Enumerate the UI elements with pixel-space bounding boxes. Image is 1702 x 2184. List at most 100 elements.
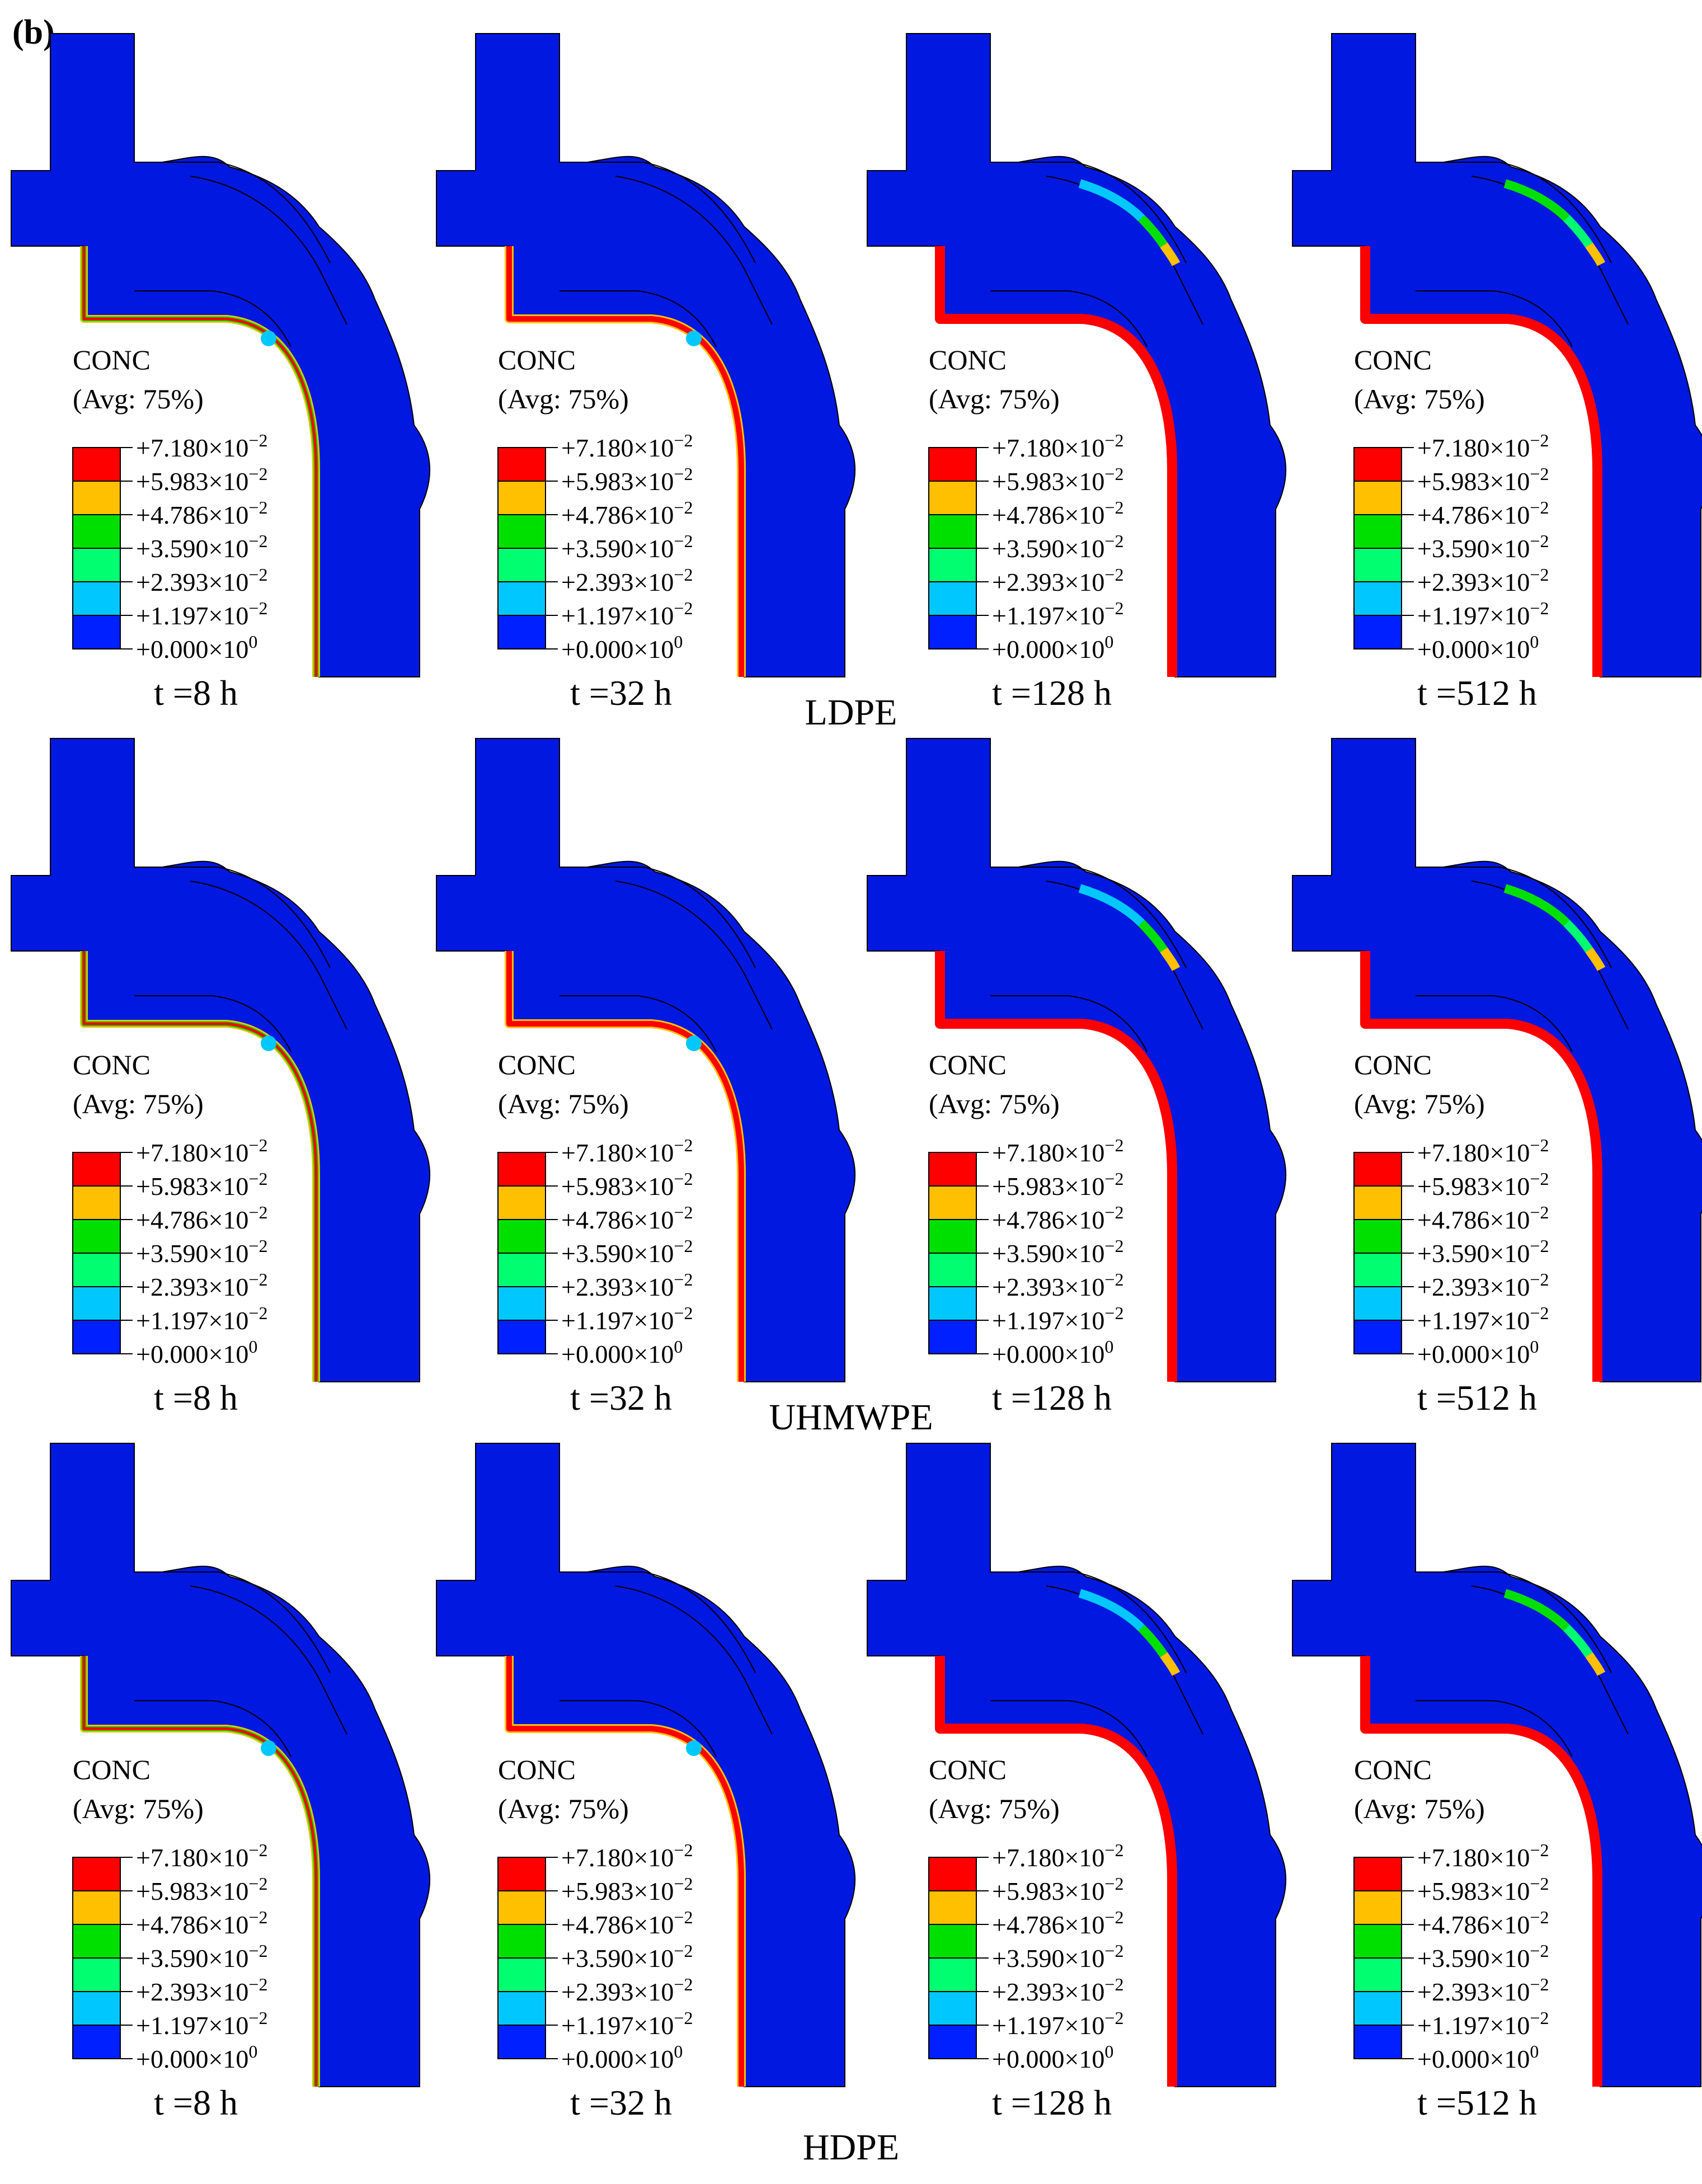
legend-tick-label: +4.786×10−2: [561, 1907, 693, 1939]
seam-line: [134, 995, 291, 1052]
legend-tick-label: +2.393×10−2: [992, 1269, 1123, 1301]
legend-swatch: [72, 2025, 121, 2059]
concentration-arc: [1138, 920, 1168, 953]
legend-tick-label: +1.197×10−2: [136, 1303, 267, 1335]
concentration-spot: [686, 1740, 702, 1756]
legend-tick-label: +2.393×10−2: [1417, 564, 1549, 596]
legend-tick-label: +2.393×10−2: [136, 1974, 267, 2006]
concentration-arc: [1138, 1625, 1168, 1658]
contour-panel: CONC (Avg: 75%) +7.180×10−2+5.983×10−2+4.7…: [436, 1443, 856, 2122]
concentration-band: [935, 246, 1177, 677]
seam-line: [1416, 995, 1573, 1052]
legend-variable: CONC: [498, 1754, 576, 1785]
contour-panel: CONC (Avg: 75%) +7.180×10−2+5.983×10−2+4.7…: [1292, 1443, 1702, 2122]
time-label: t =512 h: [1417, 2083, 1537, 2122]
legend-tick-label: +4.786×10−2: [1417, 497, 1549, 529]
legend-variable: CONC: [498, 344, 576, 375]
legend-swatch: [1353, 1152, 1402, 1187]
contour-panel: CONC (Avg: 75%) +7.180×10−2+5.983×10−2+4.7…: [867, 33, 1287, 713]
seam-line: [990, 1700, 1148, 1757]
legend-tick-label: +5.983×10−2: [561, 464, 693, 496]
legend-tick-label: +2.393×10−2: [1417, 1974, 1549, 2006]
legend-swatch: [928, 514, 977, 549]
legend-swatch: [1353, 1286, 1402, 1321]
seam-line: [990, 995, 1148, 1052]
seam-line: [134, 867, 331, 968]
legend-tick-label: +4.786×10−2: [992, 1907, 1123, 1939]
legend-tick-label: +7.180×10−2: [1417, 1135, 1549, 1167]
seam-line: [190, 1585, 347, 1735]
legend-tick-label: +3.590×10−2: [992, 1236, 1123, 1268]
seam-line: [560, 995, 717, 1052]
legend-tick-label: +7.180×10−2: [992, 430, 1123, 462]
legend-swatch: [1353, 615, 1402, 649]
legend-swatch: [497, 1152, 546, 1187]
legend-averaging: (Avg: 75%): [73, 1088, 204, 1119]
legend-tick-label: +1.197×10−2: [136, 2008, 267, 2040]
concentration-arc: [1078, 1589, 1145, 1631]
legend-swatch: [928, 1957, 977, 1992]
contour-panel: CONC (Avg: 75%) +7.180×10−2+5.983×10−2+4.7…: [11, 738, 431, 1418]
legend-swatch: [72, 1185, 121, 1220]
legend-averaging: (Avg: 75%): [1354, 1793, 1485, 1824]
legend-tick-label: +0.000×100: [136, 2041, 257, 2073]
concentration-band: [1360, 1656, 1602, 2087]
legend-tick-label: +3.590×10−2: [1417, 531, 1549, 563]
legend-tick-label: +2.393×10−2: [561, 1269, 693, 1301]
legend-swatch: [72, 615, 121, 649]
legend-tick-label: +4.786×10−2: [136, 1907, 267, 1939]
legend-tick-label: +4.786×10−2: [136, 497, 267, 529]
legend-tick-label: +3.590×10−2: [561, 531, 693, 563]
legend-tick-label: +0.000×100: [1417, 632, 1539, 663]
legend-swatch: [1353, 481, 1402, 515]
legend-swatch: [928, 1185, 977, 1220]
concentration-band: [1360, 951, 1602, 1382]
seam-line: [990, 867, 1187, 968]
legend-tick-label: +3.590×10−2: [136, 1236, 267, 1268]
legend-tick-label: +3.590×10−2: [992, 1941, 1123, 1973]
legend-tick-label: +3.590×10−2: [1417, 1236, 1549, 1268]
legend-tick-label: +7.180×10−2: [1417, 430, 1549, 462]
legend-swatch: [497, 1857, 546, 1891]
legend-swatch: [72, 481, 121, 515]
legend-swatch: [928, 2025, 977, 2059]
material-row-ldpe: CONC(Avg: 75%)+7.180×10−2+5.983×10−2+4.7…: [11, 33, 1702, 733]
legend-tick-label: +7.180×10−2: [1417, 1840, 1549, 1872]
legend-variable: CONC: [929, 1049, 1007, 1080]
seam-line: [134, 1571, 331, 1673]
legend-averaging: (Avg: 75%): [498, 383, 629, 415]
legend-tick-label: +1.197×10−2: [992, 2008, 1123, 2040]
legend-swatch: [928, 1991, 977, 2026]
legend-tick-label: +4.786×10−2: [1417, 1202, 1549, 1234]
legend-tick-label: +0.000×100: [561, 632, 683, 663]
legend-swatch: [1353, 1924, 1402, 1959]
concentration-arc: [1563, 920, 1593, 953]
legend-swatch: [72, 1219, 121, 1254]
legend-tick-label: +2.393×10−2: [136, 1269, 267, 1301]
seam-line: [560, 290, 717, 347]
legend-tick-label: +4.786×10−2: [561, 1202, 693, 1234]
legend-swatch: [72, 447, 121, 482]
legend-tick-label: +2.393×10−2: [561, 564, 693, 596]
seam-line: [190, 881, 347, 1030]
contour-panel: CONC (Avg: 75%) +7.180×10−2+5.983×10−2+4.7…: [867, 738, 1287, 1418]
legend-tick-label: +7.180×10−2: [136, 430, 267, 462]
material-label: LDPE: [805, 692, 897, 733]
concentration-band: [935, 1656, 1177, 2087]
legend-tick-label: +7.180×10−2: [992, 1135, 1123, 1167]
legend-tick-label: +5.983×10−2: [1417, 464, 1549, 496]
legend-swatch: [72, 1957, 121, 1992]
legend-variable: CONC: [73, 1754, 151, 1785]
concentration-band: [82, 246, 318, 677]
legend-averaging: (Avg: 75%): [498, 1088, 629, 1119]
concentration-spot: [686, 1035, 702, 1051]
legend-swatch: [497, 548, 546, 582]
legend-swatch: [1353, 2025, 1402, 2059]
legend-swatch: [72, 1857, 121, 1891]
legend-averaging: (Avg: 75%): [929, 1793, 1060, 1824]
legend-swatch: [72, 514, 121, 549]
legend-swatch: [72, 1924, 121, 1959]
legend-tick-label: +7.180×10−2: [561, 1135, 693, 1167]
seam-line: [990, 1571, 1187, 1673]
